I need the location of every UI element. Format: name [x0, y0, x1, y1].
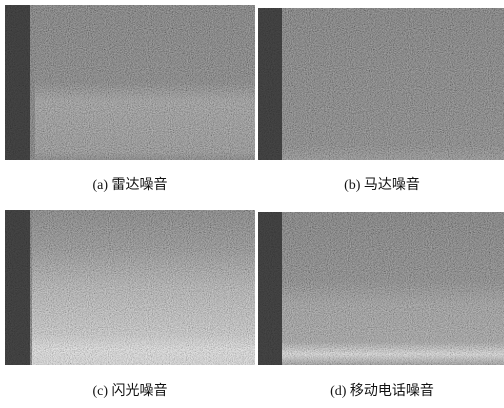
spectrogram-axis-strip [258, 212, 282, 365]
caption: (d) 移动电话噪音 [330, 382, 434, 399]
caption: (c) 闪光噪音 [92, 382, 167, 399]
caption: (a) 雷达噪音 [92, 176, 167, 193]
spectrogram-d [258, 212, 504, 365]
spectrogram-c [5, 210, 255, 365]
spectrogram-a [5, 5, 255, 160]
spectrogram-axis-strip [5, 5, 30, 160]
spectrogram-b [258, 8, 504, 160]
caption: (b) 马达噪音 [344, 176, 420, 193]
spectrogram-noise [5, 210, 255, 365]
figure: (a) 雷达噪音 (b) 马达噪音 (c) 闪光噪音 (d) 移动电话噪音 [0, 0, 504, 408]
spectrogram-noise [258, 212, 504, 365]
spectrogram-noise [258, 8, 504, 160]
spectrogram-axis-strip [5, 210, 30, 365]
spectrogram-noise [5, 5, 255, 160]
spectrogram-axis-strip [258, 8, 282, 160]
